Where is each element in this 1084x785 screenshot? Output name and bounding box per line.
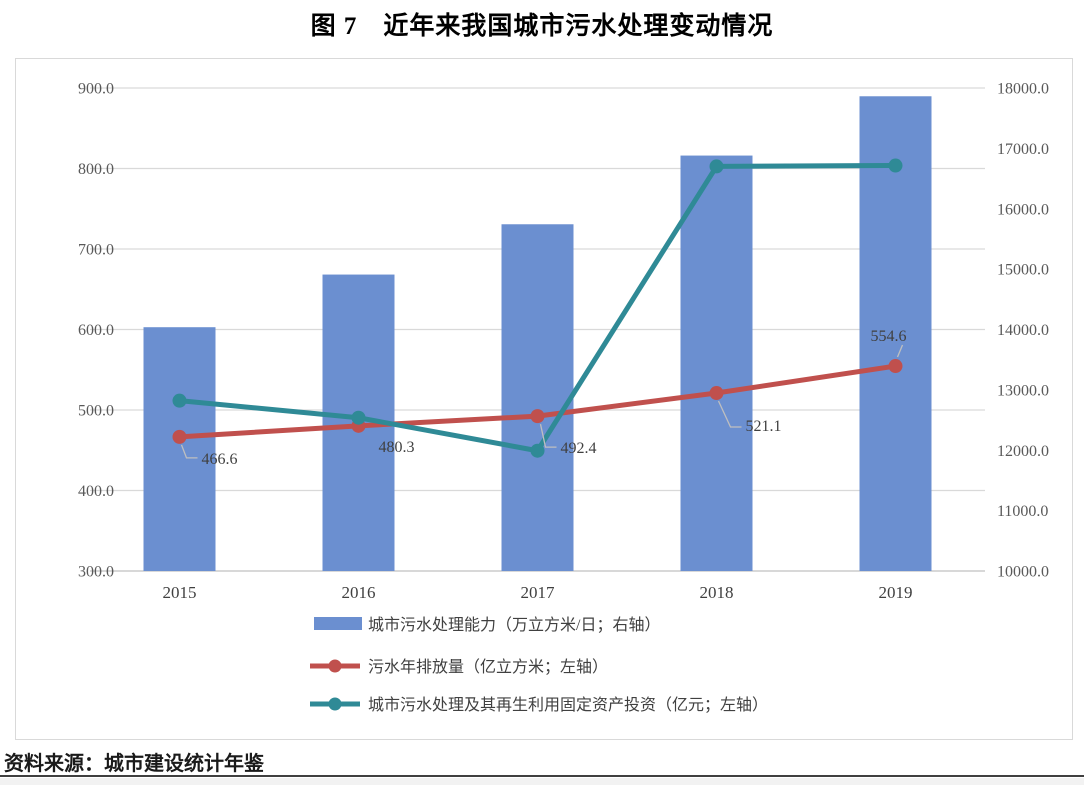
chart-frame (15, 58, 1073, 740)
bottom-divider (0, 775, 1084, 777)
source-note: 资料来源：城市建设统计年鉴 (4, 753, 264, 775)
page-edge-band (0, 778, 1084, 785)
chart-title: 图 7 近年来我国城市污水处理变动情况 (310, 13, 774, 40)
